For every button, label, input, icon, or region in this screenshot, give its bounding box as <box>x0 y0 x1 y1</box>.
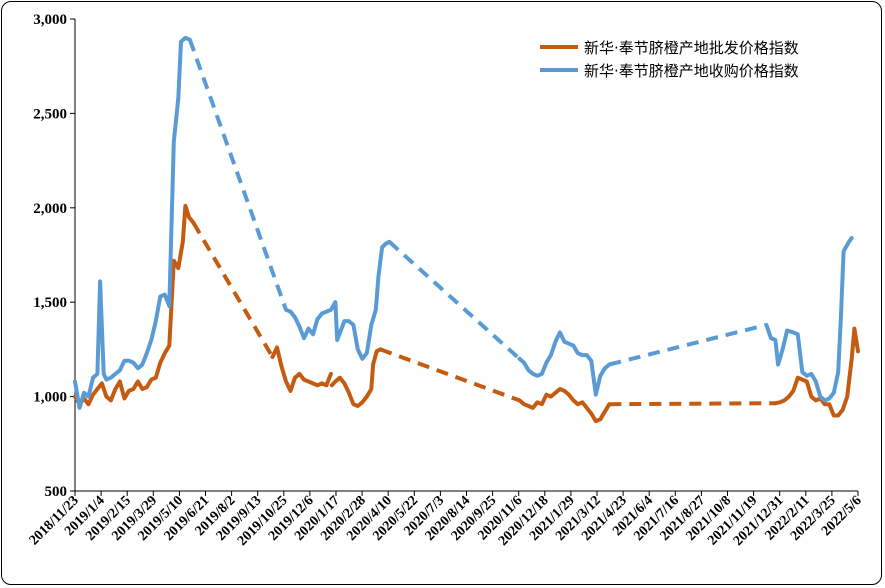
legend: 新华·奉节脐橙产地批发价格指数 新华·奉节脐橙产地收购价格指数 <box>540 39 799 80</box>
series-line-dashed <box>387 240 521 361</box>
y-axis: 500 1,000 1,500 2,000 2,500 3,000 <box>33 12 76 500</box>
series-line-dashed <box>188 39 288 311</box>
y-tick-label: 2,500 <box>33 106 67 122</box>
y-tick-label: 1,500 <box>33 295 67 311</box>
series-line-solid <box>517 330 612 397</box>
x-axis: 2018/11/232019/1/42019/2/152019/3/292019… <box>27 490 865 549</box>
y-tick-label: 1,000 <box>33 390 67 406</box>
series-line-solid <box>773 326 860 418</box>
series-line-solid <box>764 236 854 403</box>
y-tick-label: 500 <box>45 484 68 500</box>
series-line-solid <box>270 345 333 393</box>
series-line-dashed <box>191 221 275 359</box>
series-wholesale <box>73 203 860 424</box>
series-line-solid <box>329 347 383 408</box>
series-line-solid <box>73 35 192 410</box>
y-tick-label: 3,000 <box>33 12 67 28</box>
series-line-dashed <box>608 322 767 367</box>
legend-label-purchase: 新华·奉节脐橙产地收购价格指数 <box>584 62 799 80</box>
series-line-solid <box>73 203 196 407</box>
legend-label-wholesale: 新华·奉节脐橙产地批发价格指数 <box>584 39 799 57</box>
series-line-solid <box>284 239 392 361</box>
series-line-dashed <box>379 347 521 403</box>
series-line-dashed <box>609 401 776 407</box>
y-tick-label: 2,000 <box>33 201 67 217</box>
series-line-solid <box>517 387 612 424</box>
series-lines <box>73 35 860 424</box>
series-purchase <box>73 35 854 410</box>
